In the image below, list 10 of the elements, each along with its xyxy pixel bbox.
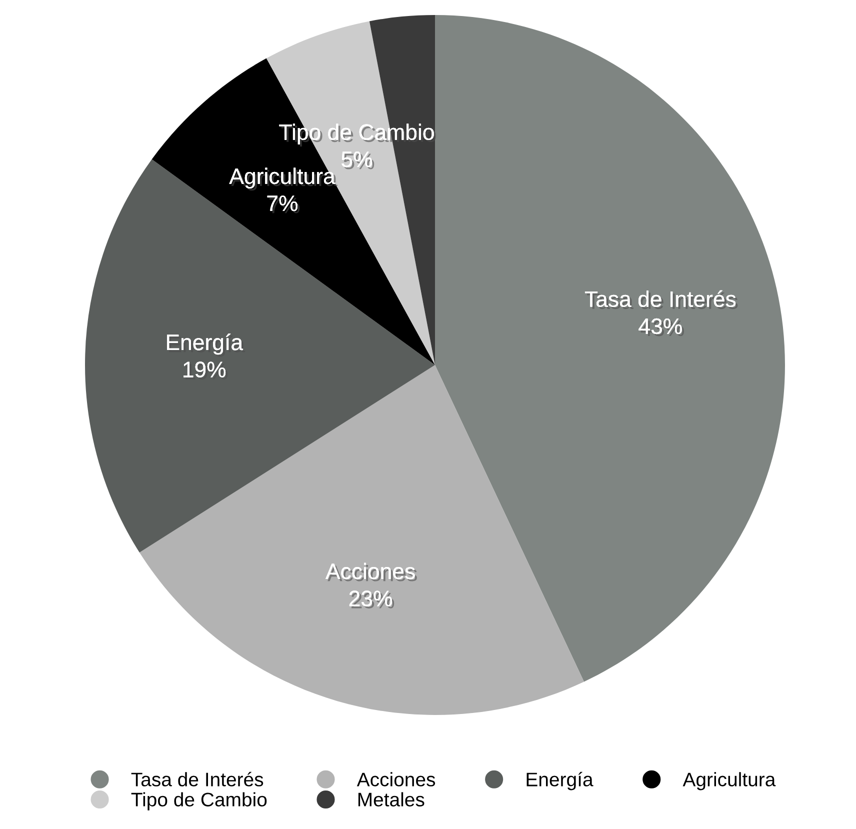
legend-label: Agricultura (682, 772, 776, 790)
data-label: Acciones 23% (326, 562, 417, 608)
legend-label: Tipo de Cambio (131, 792, 267, 810)
legend-label: Metales (358, 792, 424, 806)
legend-label: Energía (526, 772, 594, 790)
pie-slice (435, 15, 785, 682)
data-label: Energía 19% (167, 334, 246, 380)
data-label: Tasa de Interés 43% (584, 290, 738, 336)
legend-label: Acciones (356, 772, 436, 786)
legend-label: Tasa de Interés (131, 772, 264, 786)
